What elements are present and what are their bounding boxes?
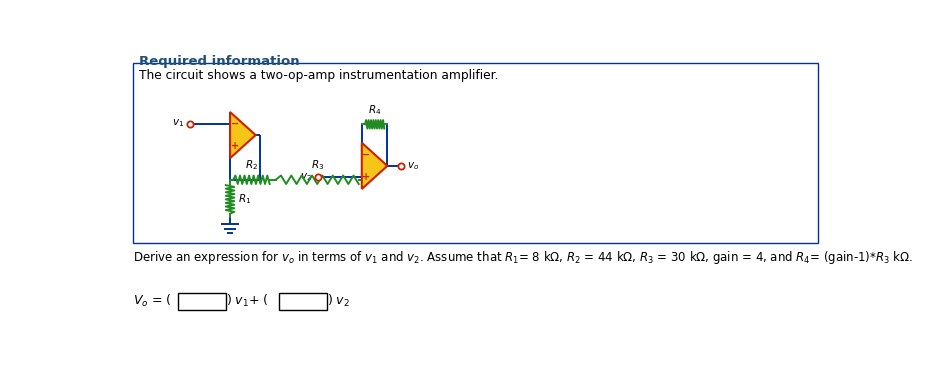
Text: Required information: Required information	[139, 55, 300, 68]
Text: −: −	[362, 150, 370, 160]
Text: $R_2$: $R_2$	[245, 158, 258, 172]
Text: $v_1$: $v_1$	[172, 117, 184, 129]
Bar	[278, 293, 327, 310]
Text: ) $v_1$+ (: ) $v_1$+ (	[226, 293, 268, 309]
Text: $R_1$: $R_1$	[238, 192, 251, 206]
Text: $R_3$: $R_3$	[310, 158, 324, 172]
Polygon shape	[361, 143, 387, 189]
Text: +: +	[362, 172, 370, 182]
Text: ) $v_2$: ) $v_2$	[327, 293, 350, 309]
Text: $v_2$: $v_2$	[300, 171, 312, 183]
Text: $V_o$ = (: $V_o$ = (	[133, 293, 172, 309]
Text: Derive an expression for $v_o$ in terms of $v_1$ and $v_2$. Assume that $R_1$= 8: Derive an expression for $v_o$ in terms …	[133, 249, 912, 266]
Polygon shape	[230, 112, 255, 158]
Text: The circuit shows a two-op-amp instrumentation amplifier.: The circuit shows a two-op-amp instrumen…	[139, 69, 498, 82]
Text: $v_o$: $v_o$	[406, 160, 419, 172]
Text: −: −	[230, 119, 238, 129]
Bar	[178, 293, 226, 310]
Text: +: +	[230, 141, 238, 151]
Text: $R_4$: $R_4$	[367, 103, 380, 117]
